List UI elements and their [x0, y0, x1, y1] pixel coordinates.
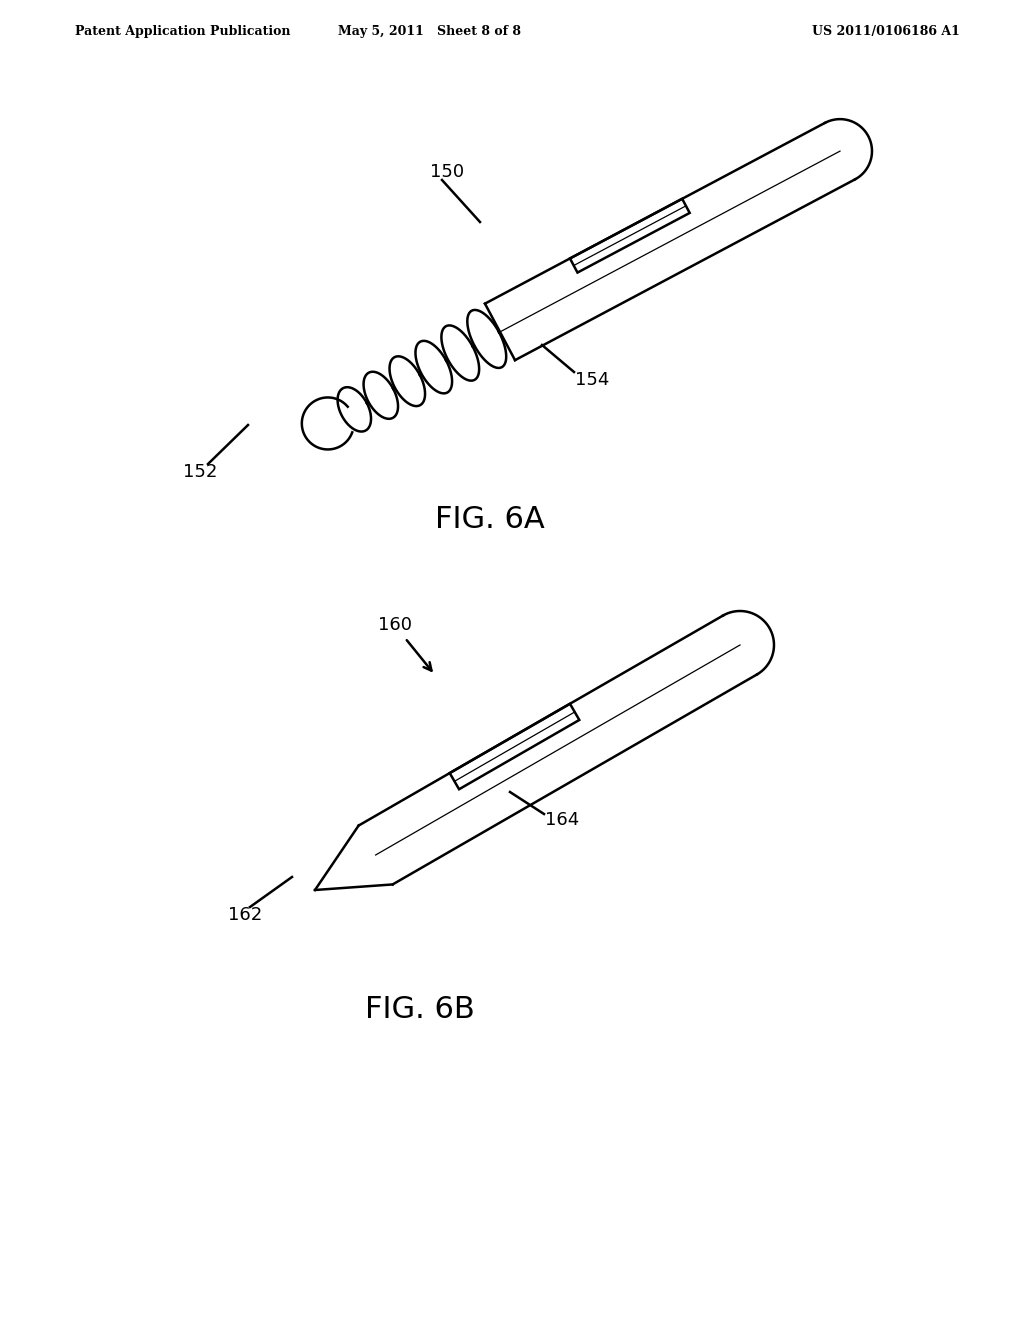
- Text: May 5, 2011   Sheet 8 of 8: May 5, 2011 Sheet 8 of 8: [339, 25, 521, 38]
- Text: US 2011/0106186 A1: US 2011/0106186 A1: [812, 25, 961, 38]
- Text: FIG. 6B: FIG. 6B: [366, 995, 475, 1024]
- Text: FIG. 6A: FIG. 6A: [435, 506, 545, 535]
- Text: 154: 154: [575, 371, 609, 389]
- Text: 150: 150: [430, 162, 464, 181]
- Text: 160: 160: [378, 616, 412, 634]
- Text: 152: 152: [183, 463, 217, 480]
- Text: 162: 162: [228, 906, 262, 924]
- Text: Patent Application Publication: Patent Application Publication: [75, 25, 291, 38]
- Text: 164: 164: [545, 810, 580, 829]
